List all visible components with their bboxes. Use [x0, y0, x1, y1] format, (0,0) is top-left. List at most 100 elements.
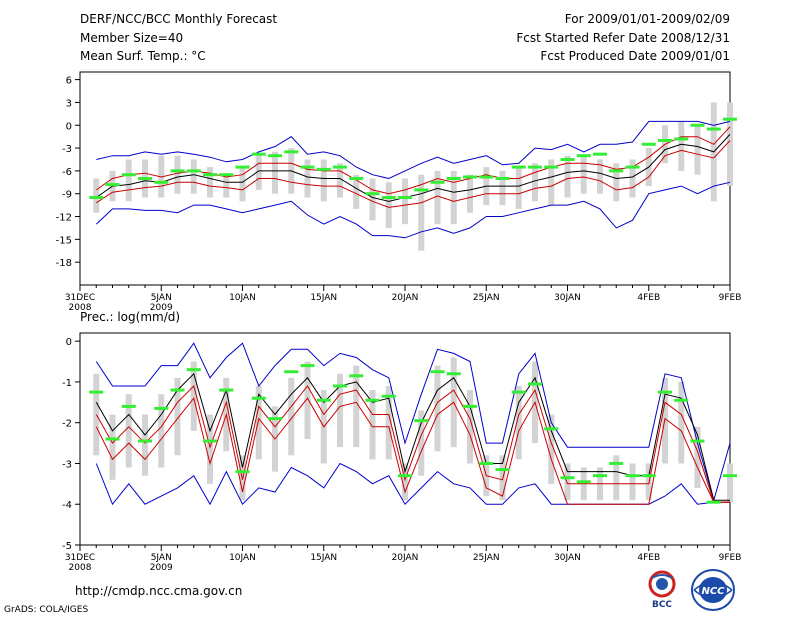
control-marker [235, 470, 250, 474]
control-marker [706, 500, 721, 504]
range-bar [597, 159, 603, 194]
x-tick-label: 30JAN [554, 553, 581, 563]
range-bar [320, 159, 327, 202]
range-bar [580, 155, 587, 194]
control-marker [316, 398, 331, 402]
control-marker [186, 368, 201, 372]
range-bar [353, 174, 360, 209]
y-tick-label: -9 [62, 190, 72, 201]
x-tick-label: 4FEB [637, 293, 660, 303]
series-line-ensemble-upper [95, 372, 730, 501]
range-bar [402, 178, 408, 225]
control-marker [89, 196, 104, 200]
range-bar [402, 463, 408, 501]
y-tick-label: -6 [62, 167, 72, 178]
series-line-ensemble-upper [96, 126, 731, 195]
series-line-max [96, 120, 731, 180]
range-bar [467, 390, 473, 464]
range-bar [174, 377, 181, 456]
control-marker [219, 388, 234, 392]
control-marker [560, 157, 575, 161]
range-bar [174, 155, 181, 194]
x-tick-label: 20JAN [392, 293, 419, 303]
range-bar [678, 121, 685, 171]
control-marker [658, 138, 672, 142]
control-marker [593, 474, 607, 478]
range-bar [190, 361, 197, 431]
control-marker [398, 196, 412, 200]
control-marker [235, 165, 250, 169]
control-marker [625, 165, 640, 169]
range-bar [727, 102, 733, 187]
range-bar [369, 390, 376, 460]
range-bar [727, 463, 733, 503]
range-bar [434, 365, 441, 452]
range-bar [304, 159, 311, 198]
control-marker [544, 427, 559, 431]
grads-credit: GrADS: COLA/IGES [4, 605, 89, 615]
range-bar [629, 159, 636, 198]
range-bar [255, 386, 262, 460]
range-bar [694, 125, 701, 175]
range-bar [467, 174, 473, 213]
control-marker [219, 173, 234, 177]
x-tick-sublabel: 2009 [150, 303, 173, 313]
x-tick-label: 31DEC [65, 293, 95, 303]
ncc-logo: NCC [691, 569, 735, 611]
x-tick-label: 15JAN [310, 293, 337, 303]
series-line-ensemble-lower [95, 397, 730, 505]
y-tick-label: 0 [66, 121, 72, 132]
range-bar [532, 163, 538, 202]
x-tick-label: 15JAN [310, 553, 337, 563]
range-bar [369, 178, 376, 221]
range-bar [515, 386, 522, 460]
control-marker [138, 177, 152, 180]
series-line-ensemble-mean [95, 385, 730, 503]
control-marker [446, 372, 461, 376]
control-marker [170, 388, 185, 392]
control-marker [528, 165, 542, 169]
y-tick-label: 0 [66, 337, 72, 348]
y-tick-label: 6 [66, 76, 72, 87]
x-tick-label: 25JAN [473, 553, 500, 563]
x-tick-label: 20JAN [392, 553, 419, 563]
control-marker [349, 374, 364, 378]
range-bar [613, 163, 620, 202]
bcc-logo: BCC [648, 570, 676, 610]
source-url[interactable]: http://cmdp.ncc.cma.gov.cn [75, 584, 243, 598]
control-marker [479, 461, 494, 465]
range-bar [207, 414, 213, 484]
range-bar [613, 455, 620, 501]
control-marker [576, 154, 591, 158]
y-tick-label: -1 [62, 378, 72, 389]
control-marker [105, 437, 120, 441]
control-marker [300, 165, 315, 169]
control-marker [138, 439, 152, 443]
range-bar [385, 182, 392, 228]
y-tick-label: -15 [56, 235, 72, 246]
y-tick-label: -3 [62, 459, 72, 470]
control-marker [333, 165, 347, 169]
x-tick-sublabel: 2008 [69, 303, 92, 313]
forecast-produced-date: Fcst Produced Date 2009/01/01 [540, 49, 730, 63]
control-marker [463, 175, 477, 179]
x-tick-sublabel: 2009 [150, 563, 173, 573]
precip-title: Prec.: log(mm/d) [80, 310, 180, 324]
control-marker [203, 173, 217, 177]
control-marker [414, 419, 429, 423]
control-marker [381, 196, 396, 200]
control-marker [154, 406, 169, 410]
control-marker [333, 384, 347, 388]
x-tick-sublabel: 2008 [69, 563, 92, 573]
control-marker [446, 177, 461, 180]
x-tick-label: 9FEB [719, 293, 742, 303]
range-bar [418, 174, 425, 251]
control-marker [349, 177, 364, 180]
series-line-min [95, 181, 731, 239]
range-bar [694, 426, 701, 488]
x-tick-label: 10JAN [229, 553, 256, 563]
range-bar [434, 170, 441, 225]
x-tick-label: 5JAN [151, 553, 172, 563]
